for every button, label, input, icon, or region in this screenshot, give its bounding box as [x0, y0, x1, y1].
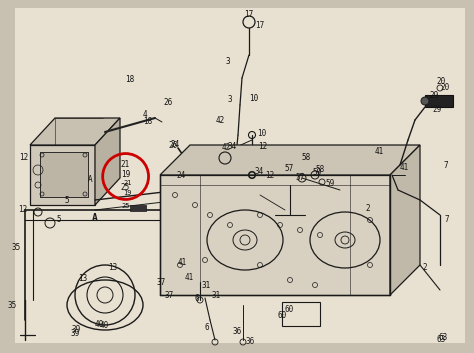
Text: 19: 19	[121, 170, 130, 179]
Text: 24: 24	[176, 170, 185, 179]
Bar	[282, 302, 320, 326]
Text: 36: 36	[246, 337, 255, 347]
Text: 2: 2	[365, 204, 370, 213]
Polygon shape	[160, 175, 390, 295]
Text: 18: 18	[143, 118, 152, 126]
Text: 21: 21	[123, 180, 131, 186]
Text: 41: 41	[374, 147, 384, 156]
Text: 59: 59	[325, 179, 334, 187]
Text: 34: 34	[228, 142, 237, 151]
Text: A: A	[92, 213, 98, 223]
Text: 29: 29	[432, 106, 441, 114]
Text: 3: 3	[228, 96, 233, 104]
Text: 42: 42	[222, 144, 231, 152]
Text: 37: 37	[165, 291, 174, 299]
Text: 31: 31	[201, 281, 211, 291]
Text: 58: 58	[315, 166, 324, 174]
Text: 10: 10	[257, 128, 266, 138]
Text: 17: 17	[244, 10, 254, 19]
Text: 24: 24	[171, 140, 180, 149]
Text: 63: 63	[438, 333, 448, 342]
Text: 29: 29	[429, 91, 438, 100]
Text: 21: 21	[121, 160, 130, 169]
Text: 26: 26	[168, 140, 177, 150]
Text: 4: 4	[142, 110, 147, 119]
Text: 5: 5	[64, 196, 69, 205]
Text: 13: 13	[78, 274, 88, 283]
Text: 7: 7	[443, 161, 448, 170]
Text: 41: 41	[185, 274, 194, 282]
Bar	[40, 152, 88, 197]
Text: 41: 41	[178, 258, 187, 268]
Text: 26: 26	[164, 98, 173, 107]
Text: 41: 41	[400, 163, 409, 173]
Text: 39: 39	[72, 325, 81, 335]
Text: 57: 57	[295, 174, 304, 183]
Text: 35: 35	[12, 243, 21, 252]
Polygon shape	[95, 118, 120, 205]
Text: 12: 12	[265, 170, 274, 179]
Text: 13: 13	[108, 263, 117, 273]
Text: 3: 3	[225, 57, 230, 66]
Text: 39: 39	[70, 329, 80, 338]
Polygon shape	[390, 145, 420, 295]
Text: 42: 42	[216, 115, 225, 125]
Text: 57: 57	[284, 164, 294, 173]
Text: 40: 40	[100, 321, 109, 329]
Text: 40: 40	[95, 320, 104, 329]
Polygon shape	[160, 145, 420, 175]
Text: 7: 7	[445, 215, 450, 225]
Text: 36: 36	[232, 327, 242, 336]
Text: 20: 20	[440, 84, 449, 92]
Text: 20: 20	[436, 77, 446, 86]
Text: 17: 17	[255, 20, 264, 30]
Text: 12: 12	[19, 152, 28, 162]
Text: 59: 59	[313, 168, 322, 178]
Text: 34: 34	[255, 168, 264, 176]
Polygon shape	[30, 145, 95, 205]
Bar	[130, 205, 146, 211]
Bar	[425, 95, 453, 107]
Text: 58: 58	[301, 152, 310, 162]
Text: 37: 37	[156, 278, 166, 287]
Text: 25: 25	[121, 203, 129, 209]
Text: 18: 18	[126, 75, 135, 84]
Text: 12: 12	[18, 205, 27, 215]
Text: 35: 35	[8, 300, 17, 310]
Text: 6: 6	[194, 294, 199, 303]
Text: A: A	[88, 175, 92, 184]
Text: 10: 10	[249, 94, 258, 103]
Text: 31: 31	[212, 292, 221, 300]
Polygon shape	[30, 118, 120, 145]
Text: 60: 60	[285, 305, 294, 315]
Text: 6: 6	[205, 323, 210, 333]
Text: 19: 19	[123, 190, 131, 196]
Text: 60: 60	[277, 311, 287, 321]
Text: 5: 5	[56, 215, 61, 225]
Text: 2: 2	[422, 263, 427, 273]
Text: 12: 12	[258, 142, 268, 151]
Text: 25: 25	[121, 183, 130, 192]
Text: 63: 63	[437, 335, 446, 345]
Circle shape	[421, 97, 429, 105]
